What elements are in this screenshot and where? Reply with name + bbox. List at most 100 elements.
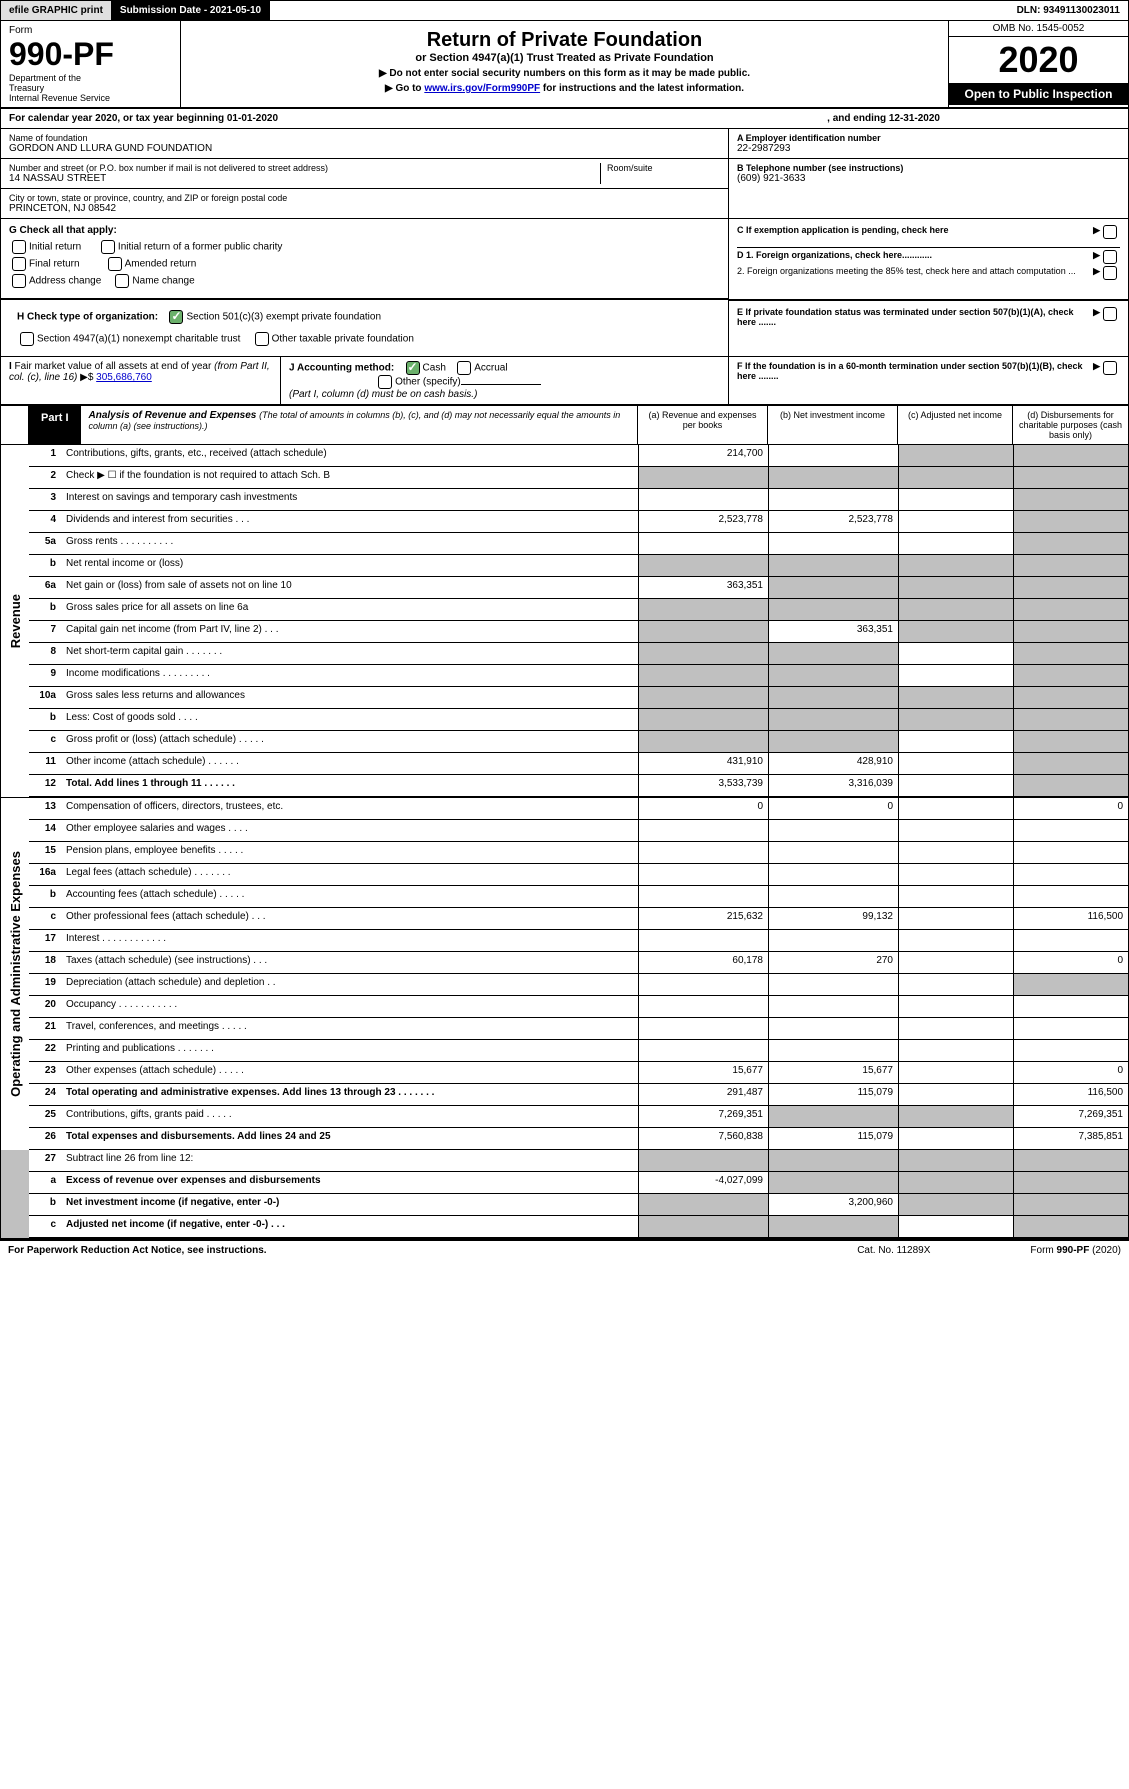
address-change-check[interactable]: [12, 274, 26, 288]
d2-label: 2. Foreign organizations meeting the 85%…: [737, 266, 1093, 280]
table-cell: [1013, 1216, 1128, 1237]
row-desc: Capital gain net income (from Part IV, l…: [61, 621, 638, 642]
table-cell: 291,487: [638, 1084, 768, 1105]
subtract-side: [1, 1150, 29, 1238]
table-cell: [898, 864, 1013, 885]
table-cell: [1013, 533, 1128, 554]
j-accrual-check[interactable]: [457, 361, 471, 375]
table-row: 5a Gross rents . . . . . . . . . .: [29, 533, 1128, 555]
name-change-check[interactable]: [115, 274, 129, 288]
calendar-row: For calendar year 2020, or tax year begi…: [1, 109, 1128, 129]
ij-section: I Fair market value of all assets at end…: [1, 357, 1128, 406]
table-cell: [638, 1194, 768, 1215]
row-num: 16a: [29, 864, 61, 885]
row-desc: Check ▶ ☐ if the foundation is not requi…: [61, 467, 638, 488]
row-num: 12: [29, 775, 61, 796]
phone-box: B Telephone number (see instructions) (6…: [729, 159, 1128, 188]
g-label: G Check all that apply:: [9, 225, 117, 236]
street-address: 14 NASSAU STREET: [9, 173, 600, 184]
table-cell: [768, 489, 898, 510]
row-desc: Gross sales less returns and allowances: [61, 687, 638, 708]
dln-label: DLN: 93491130023011: [1009, 1, 1128, 20]
c-check[interactable]: [1103, 225, 1117, 239]
row-num: 18: [29, 952, 61, 973]
row-num: 17: [29, 930, 61, 951]
table-cell: [638, 709, 768, 730]
form-ref: Form 990-PF (2020): [1030, 1245, 1121, 1256]
table-cell: [898, 1150, 1013, 1171]
fmv-link[interactable]: 305,686,760: [96, 372, 152, 383]
table-cell: [768, 687, 898, 708]
j-other-check[interactable]: [378, 375, 392, 389]
table-cell: [638, 687, 768, 708]
form-header: Form 990-PF Department of theTreasuryInt…: [1, 21, 1128, 109]
row-desc: Other professional fees (attach schedule…: [61, 908, 638, 929]
table-cell: [768, 643, 898, 664]
amended-return-check[interactable]: [108, 257, 122, 271]
h-501c3-check[interactable]: [169, 310, 183, 324]
table-cell: [898, 731, 1013, 752]
d1-check[interactable]: [1103, 250, 1117, 264]
table-cell: [768, 599, 898, 620]
d1-label: D 1. Foreign organizations, check here..…: [737, 250, 1093, 264]
table-row: 8 Net short-term capital gain . . . . . …: [29, 643, 1128, 665]
table-cell: 116,500: [1013, 908, 1128, 929]
part1-desc: Analysis of Revenue and Expenses (The to…: [81, 406, 638, 444]
table-row: 27 Subtract line 26 from line 12:: [29, 1150, 1128, 1172]
header-center: Return of Private Foundation or Section …: [181, 21, 948, 107]
table-cell: 2,523,778: [638, 511, 768, 532]
row-desc: Other income (attach schedule) . . . . .…: [61, 753, 638, 774]
table-cell: [1013, 511, 1128, 532]
table-row: b Accounting fees (attach schedule) . . …: [29, 886, 1128, 908]
f-check[interactable]: [1103, 361, 1117, 375]
table-cell: [1013, 864, 1128, 885]
table-cell: [768, 864, 898, 885]
row-desc: Pension plans, employee benefits . . . .…: [61, 842, 638, 863]
table-cell: [898, 775, 1013, 796]
h-4947-check[interactable]: [20, 332, 34, 346]
initial-former-check[interactable]: [101, 240, 115, 254]
row-num: 14: [29, 820, 61, 841]
table-cell: [1013, 886, 1128, 907]
table-cell: [1013, 930, 1128, 951]
table-cell: [768, 731, 898, 752]
irs-link[interactable]: www.irs.gov/Form990PF: [424, 83, 540, 94]
h-other-check[interactable]: [255, 332, 269, 346]
row-num: 22: [29, 1040, 61, 1061]
col-b-header: (b) Net investment income: [768, 406, 898, 444]
form-label: Form: [9, 25, 172, 36]
ein-box: A Employer identification number 22-2987…: [729, 129, 1128, 159]
e-check[interactable]: [1103, 307, 1117, 321]
row-desc: Contributions, gifts, grants paid . . . …: [61, 1106, 638, 1127]
initial-return-check[interactable]: [12, 240, 26, 254]
d2-check[interactable]: [1103, 266, 1117, 280]
table-row: 7 Capital gain net income (from Part IV,…: [29, 621, 1128, 643]
part1-header: Part I Analysis of Revenue and Expenses …: [1, 406, 1128, 445]
expense-rows: 13 Compensation of officers, directors, …: [29, 798, 1128, 1150]
table-row: b Less: Cost of goods sold . . . .: [29, 709, 1128, 731]
row-desc: Net rental income or (loss): [61, 555, 638, 576]
table-row: 23 Other expenses (attach schedule) . . …: [29, 1062, 1128, 1084]
table-cell: 99,132: [768, 908, 898, 929]
final-return-check[interactable]: [12, 257, 26, 271]
table-cell: [898, 930, 1013, 951]
table-cell: [898, 1106, 1013, 1127]
h-section-row: H Check type of organization: Section 50…: [1, 300, 1128, 357]
j-cash-check[interactable]: [406, 361, 420, 375]
row-num: 13: [29, 798, 61, 819]
table-cell: [638, 842, 768, 863]
e-section: E If private foundation status was termi…: [728, 300, 1128, 356]
table-row: b Gross sales price for all assets on li…: [29, 599, 1128, 621]
table-cell: [1013, 731, 1128, 752]
header-right: OMB No. 1545-0052 2020 Open to Public In…: [948, 21, 1128, 107]
table-cell: [1013, 1194, 1128, 1215]
row-num: 24: [29, 1084, 61, 1105]
row-num: 19: [29, 974, 61, 995]
table-cell: [768, 709, 898, 730]
table-cell: [768, 842, 898, 863]
table-cell: [768, 533, 898, 554]
g-options: Initial return Initial return of a forme…: [9, 240, 720, 288]
addr-box: Number and street (or P.O. box number if…: [1, 159, 728, 189]
table-cell: 116,500: [1013, 1084, 1128, 1105]
i-section: I Fair market value of all assets at end…: [1, 357, 281, 404]
